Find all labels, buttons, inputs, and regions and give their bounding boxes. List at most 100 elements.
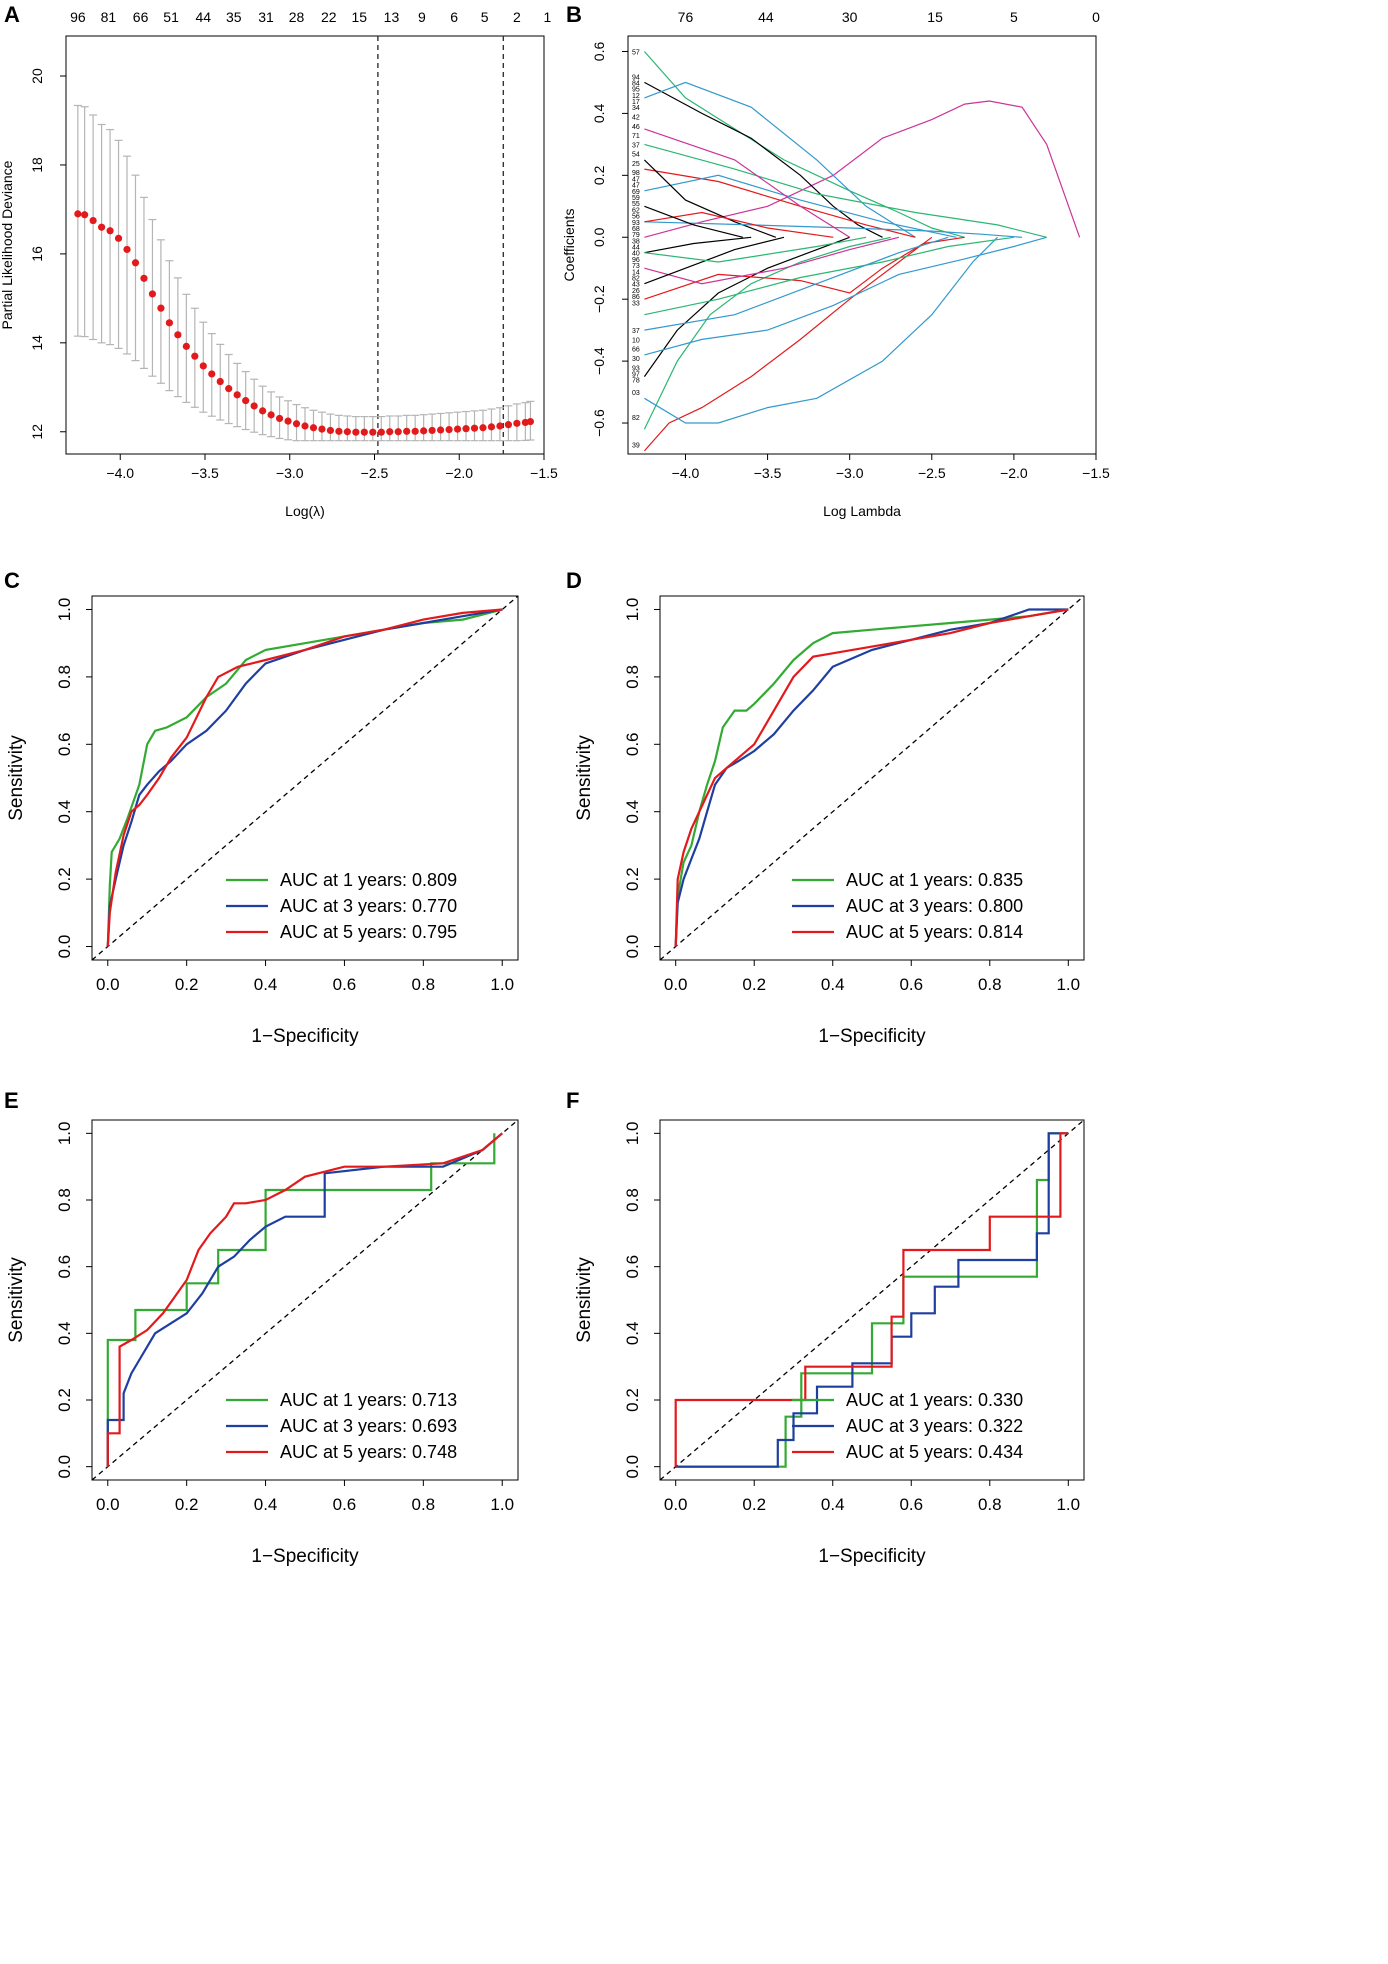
series-line [675, 1132, 1069, 1468]
data-point [131, 259, 140, 267]
data-point [157, 304, 165, 312]
top-axis-label: 81 [101, 9, 117, 25]
top-axis-label: 22 [321, 9, 337, 25]
coef-label: 34 [632, 105, 640, 112]
x-axis-label: Log(λ) [285, 503, 325, 519]
series-line [674, 608, 1069, 947]
y-tick-label: 0.2 [623, 867, 642, 891]
y-tick-label: −0.4 [591, 347, 607, 375]
series-line [644, 236, 998, 424]
coef-label: 62 [632, 207, 640, 214]
top-axis-label: 13 [384, 9, 400, 25]
panel-letter: E [4, 1088, 19, 1113]
x-tick-label: 0.8 [978, 1495, 1002, 1514]
panel-f: F 0.0 0.2 0.4 0.6 0.8 1.0 0.0 0.2 0.4 0.6 0.8 1.0 1−S… [566, 1088, 1085, 1567]
plot-frame [659, 595, 1085, 961]
top-axis-label: 9 [418, 9, 426, 25]
data-point [225, 385, 233, 393]
x-tick-label: −4.0 [672, 465, 700, 481]
series-line [644, 81, 916, 238]
x-tick-label: 0.4 [821, 1495, 845, 1514]
x-tick-label: 1.0 [1056, 1495, 1080, 1514]
y-tick-label: 0.2 [55, 867, 74, 891]
plot-frame [91, 595, 519, 961]
y-tick-label: 0.6 [623, 1255, 642, 1279]
data-point [437, 426, 445, 434]
panel-a: A−4.0 −3.5 −3.0 −2.5 −2.0 −1.51214161820Log(λ… [0, 2, 558, 519]
x-tick-label: −2.0 [445, 465, 473, 481]
panel-letter: B [566, 2, 582, 27]
x-tick-label: 0.8 [412, 975, 436, 994]
data-point [216, 377, 224, 386]
coef-label: 37 [632, 328, 640, 335]
y-axis-label: Sensitivity [574, 1257, 595, 1343]
series-line [644, 81, 883, 238]
legend-label: AUC at 5 years: 0.748 [280, 1442, 457, 1462]
x-tick-label: 0.0 [664, 1495, 688, 1514]
coef-label: 82 [632, 415, 640, 422]
data-point [97, 223, 106, 231]
plot-frame [659, 1119, 1085, 1481]
x-axis-label: 1−Specificity [818, 1546, 926, 1567]
y-tick-label: 0.4 [55, 800, 74, 824]
y-tick-label: 0.6 [55, 1255, 74, 1279]
legend-label: AUC at 1 years: 0.330 [846, 1390, 1023, 1410]
x-tick-label: −3.0 [276, 465, 304, 481]
x-axis-label: 1−Specificity [251, 1026, 359, 1047]
data-point [81, 211, 89, 219]
coef-label: 95 [632, 87, 640, 94]
coef-label: 38 [632, 238, 640, 245]
coef-label: 43 [632, 282, 640, 289]
series-line [643, 236, 850, 377]
coef-label: 39 [632, 443, 640, 450]
x-tick-label: −2.5 [918, 465, 946, 481]
y-tick-label: 0.6 [591, 42, 607, 62]
series-line [643, 236, 891, 430]
series-line [644, 205, 744, 238]
data-point [352, 428, 360, 436]
coef-label: 56 [632, 214, 640, 221]
y-tick-label: −0.6 [591, 409, 607, 437]
top-axis-label: 1 [543, 9, 551, 25]
top-axis-label: 5 [481, 9, 489, 25]
top-axis-label: 30 [842, 9, 858, 25]
data-point [292, 420, 301, 428]
x-tick-label: 0.8 [412, 1495, 436, 1514]
x-tick-label: 0.2 [742, 975, 766, 994]
top-axis-label: 15 [927, 9, 943, 25]
y-tick-label: 18 [29, 157, 45, 173]
coef-label: 82 [632, 276, 640, 283]
x-tick-label: 1.0 [490, 975, 514, 994]
top-axis-label: 44 [196, 9, 212, 25]
panel-b: B −4.0 −3.5 −3.0 −2.5 −2.0 −1.5 −0.6 −0.4 −0.2 0.0… [561, 2, 1110, 519]
data-point [106, 227, 114, 235]
x-tick-label: −3.0 [836, 465, 864, 481]
series-line [644, 236, 1047, 356]
y-axis-label: Sensitivity [6, 1257, 27, 1343]
coef-label: 42 [632, 115, 640, 122]
data-point [394, 428, 402, 436]
series-line [643, 236, 933, 452]
data-point [309, 424, 318, 432]
series-line [644, 143, 1047, 238]
x-tick-label: 0.4 [821, 975, 845, 994]
series-line [644, 236, 867, 263]
x-tick-label: −3.5 [754, 465, 782, 481]
coef-label: 93 [632, 365, 640, 372]
series-line [106, 1132, 503, 1467]
y-tick-label: 0.6 [623, 732, 642, 756]
top-axis-label: 15 [351, 9, 367, 25]
coef-label: 79 [632, 232, 640, 239]
y-tick-label: 1.0 [55, 598, 74, 622]
data-point [487, 423, 496, 431]
y-tick-label: 0.2 [623, 1388, 642, 1412]
coef-label: 25 [632, 161, 640, 168]
series-line [674, 608, 1069, 947]
coef-label: 46 [632, 124, 640, 131]
x-axis-label: 1−Specificity [251, 1546, 359, 1567]
y-tick-label: 0.4 [55, 1322, 74, 1346]
coef-label: 59 [632, 195, 640, 202]
y-tick-label: 0.8 [623, 1188, 642, 1212]
x-tick-label: 0.6 [899, 975, 923, 994]
